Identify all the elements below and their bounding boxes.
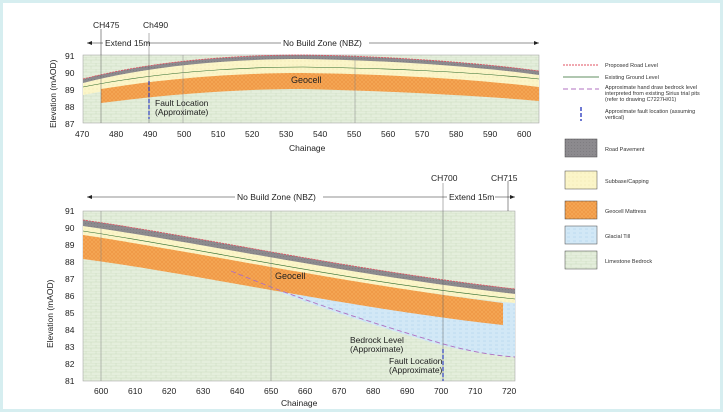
bottom-y-tick: 90: [65, 223, 75, 233]
bottom-y-tick: 84: [65, 325, 75, 335]
top-y-tick: 90: [65, 68, 75, 78]
bottom-y-tick: 86: [65, 291, 75, 301]
bottom-x-axis-label: Chainage: [281, 398, 318, 408]
top-subbase-layer: [83, 58, 539, 95]
bottom-x-tick: 670: [332, 386, 346, 396]
bottom-y-tick: 81: [65, 376, 75, 386]
top-x-ticks: 470 480 490 500 510 520 530 540 550 560 …: [75, 129, 531, 139]
top-x-tick: 600: [517, 129, 531, 139]
bottom-y-tick: 83: [65, 342, 75, 352]
bottom-y-tick: 82: [65, 359, 75, 369]
top-y-tick: 89: [65, 85, 75, 95]
top-fault-label-1: Fault Location: [155, 98, 209, 108]
top-x-tick: 590: [483, 129, 497, 139]
bottom-x-tick: 650: [264, 386, 278, 396]
bottom-extend-label: Extend 15m: [449, 192, 494, 202]
bottom-geocell-label: Geocell: [275, 271, 306, 281]
legend-fault-1: Approximate fault location (assuming: [605, 109, 695, 115]
bottom-x-tick: 660: [298, 386, 312, 396]
top-ch490-label: Ch490: [143, 20, 168, 30]
top-nbz-label: No Build Zone (NBZ): [283, 38, 362, 48]
legend-road-pavement: Road Pavement: [605, 147, 645, 153]
bottom-x-tick: 680: [366, 386, 380, 396]
bottom-x-tick: 690: [400, 386, 414, 396]
legend-bedrock-3: (refer to drawing C7227H/01): [605, 97, 676, 103]
top-x-axis-label: Chainage: [289, 143, 326, 153]
drawing-frame: CH475 Ch490 Extend 15m No Build Zone (NB…: [3, 3, 720, 409]
top-section: CH475 Ch490 Extend 15m No Build Zone (NB…: [48, 20, 540, 153]
legend-limestone: Limestone Bedrock: [605, 259, 652, 265]
top-x-tick: 560: [381, 129, 395, 139]
top-x-tick: 540: [313, 129, 327, 139]
bottom-x-tick: 620: [162, 386, 176, 396]
bottom-y-tick: 85: [65, 308, 75, 318]
legend-subbase-swatch: [564, 170, 598, 190]
bottom-nbz-label: No Build Zone (NBZ): [237, 192, 316, 202]
bottom-x-ticks: 600 610 620 630 640 650 660 670 680 690 …: [94, 386, 516, 396]
bottom-fault-label-1: Fault Location: [389, 356, 443, 366]
top-fault-label-2: (Approximate): [155, 107, 209, 117]
legend-limestone-swatch: [564, 250, 598, 270]
bottom-bedrock-label-1: Bedrock Level: [350, 335, 404, 345]
legend-fault-2: vertical): [605, 115, 624, 121]
legend-proposed-road: Proposed Road Level: [605, 63, 658, 69]
bottom-bedrock-line: [230, 270, 516, 358]
top-x-tick: 470: [75, 129, 89, 139]
bottom-x-tick: 640: [230, 386, 244, 396]
top-x-tick: 530: [279, 129, 293, 139]
top-y-tick: 87: [65, 119, 75, 129]
top-x-tick: 510: [211, 129, 225, 139]
legend-glacial-till: Glacial Till: [605, 234, 630, 240]
legend-glacial-till-swatch: [564, 225, 598, 245]
top-x-tick: 570: [415, 129, 429, 139]
top-x-tick: 550: [347, 129, 361, 139]
top-y-tick: 91: [65, 51, 75, 61]
top-x-tick: 520: [245, 129, 259, 139]
legend-road-pavement-swatch: [564, 138, 598, 158]
top-extend-label: Extend 15m: [105, 38, 150, 48]
bottom-x-tick: 630: [196, 386, 210, 396]
bottom-y-tick: 88: [65, 257, 75, 267]
bottom-geocell-layer: [83, 235, 503, 325]
legend-existing-ground: Existing Ground Level: [605, 75, 659, 81]
top-y-axis-label: Elevation (mAOD): [48, 59, 58, 128]
legend: Proposed Road Level Existing Ground Leve…: [563, 63, 700, 270]
top-y-tick: 88: [65, 102, 75, 112]
bottom-x-tick: 710: [468, 386, 482, 396]
bottom-x-tick: 600: [94, 386, 108, 396]
bottom-proposed-road-line: [82, 219, 516, 290]
top-geocell-label: Geocell: [291, 75, 322, 85]
top-x-tick: 500: [177, 129, 191, 139]
top-x-tick: 480: [109, 129, 123, 139]
top-road-pavement: [83, 55, 539, 83]
top-x-tick: 580: [449, 129, 463, 139]
bottom-y-ticks: 91 90 89 88 87 86 85 84 83 82 81: [65, 206, 75, 386]
bottom-bedrock-label-2: (Approximate): [350, 344, 404, 354]
bottom-ch715-label: CH715: [491, 173, 518, 183]
bottom-ch700-label: CH700: [431, 173, 458, 183]
top-ch475-label: CH475: [93, 20, 120, 30]
legend-subbase: Subbase/Capping: [605, 179, 649, 185]
bottom-existing-ground-line: [82, 230, 516, 300]
bottom-y-axis-label: Elevation (mAOD): [45, 279, 55, 348]
bottom-fault-label-2: (Approximate): [389, 365, 443, 375]
top-x-tick: 490: [143, 129, 157, 139]
legend-geocell-swatch: [564, 200, 598, 220]
bottom-section: CH700 CH715 No Build Zone (NBZ) Extend 1…: [45, 173, 518, 408]
bottom-y-tick: 91: [65, 206, 75, 216]
cross-section-drawing: CH475 Ch490 Extend 15m No Build Zone (NB…: [45, 20, 700, 408]
bottom-y-tick: 89: [65, 240, 75, 250]
top-y-ticks: 91 90 89 88 87: [65, 51, 75, 129]
bottom-x-tick: 700: [434, 386, 448, 396]
legend-bedrock-2: interpreted from existing Sirius trial p…: [605, 91, 700, 97]
bottom-y-tick: 87: [65, 274, 75, 284]
top-existing-ground-line: [82, 66, 540, 88]
bottom-x-tick: 720: [502, 386, 516, 396]
legend-bedrock-1: Approximate hand draw bedrock level: [605, 85, 697, 91]
legend-geocell-mattress: Geocell Mattress: [605, 209, 647, 215]
top-geocell-layer: [101, 73, 539, 103]
bottom-x-tick: 610: [128, 386, 142, 396]
